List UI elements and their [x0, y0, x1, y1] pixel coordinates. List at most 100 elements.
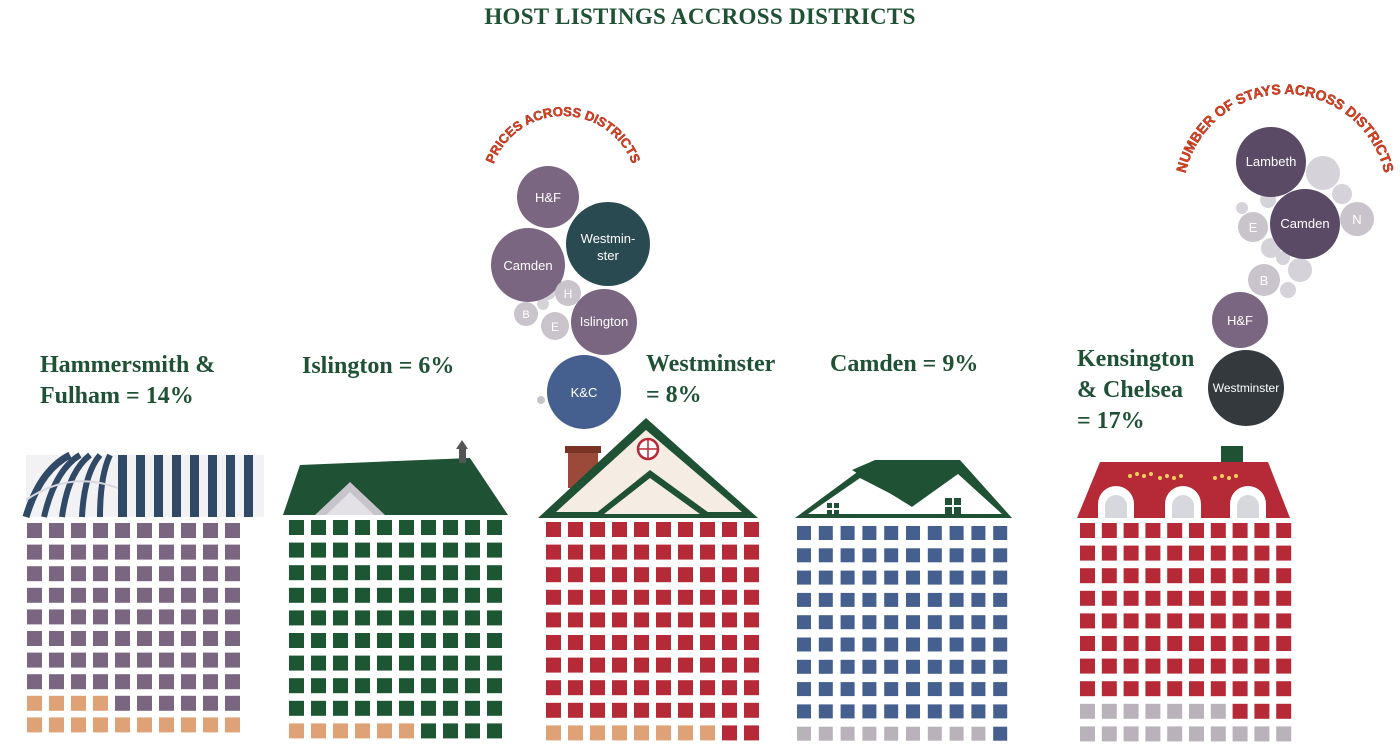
window-unit: [289, 700, 304, 716]
window-unit-highlighted: [333, 723, 348, 739]
window-unit: [993, 637, 1008, 652]
window-unit: [634, 680, 649, 696]
window-unit-highlighted: [884, 726, 899, 741]
window-unit: [1101, 658, 1117, 674]
window-unit: [840, 548, 855, 563]
window-unit: [49, 523, 64, 538]
window-unit: [203, 566, 218, 582]
window-unit: [27, 631, 42, 646]
window-unit: [971, 548, 986, 563]
bubble-e: E: [541, 312, 569, 340]
window-unit: [568, 702, 583, 718]
window-unit: [137, 566, 152, 582]
window-unit-highlighted: [1210, 703, 1226, 719]
window-unit: [1145, 658, 1161, 674]
window-unit-highlighted: [137, 717, 152, 733]
window-unit-highlighted: [1189, 726, 1204, 742]
window-unit: [993, 704, 1008, 719]
window-unit-highlighted: [1145, 726, 1161, 742]
window-unit: [487, 655, 502, 671]
bubble-b: B: [514, 302, 538, 326]
bubble-k-and-c: K&C: [547, 355, 621, 429]
window-unit-highlighted: [49, 717, 64, 733]
window-unit: [656, 702, 671, 718]
window-unit: [333, 565, 348, 581]
window-unit: [289, 565, 304, 581]
window-unit-highlighted: [1123, 703, 1139, 719]
window-unit: [906, 526, 920, 540]
window-unit: [1080, 568, 1095, 584]
window-unit-highlighted: [311, 723, 326, 739]
window-unit: [612, 657, 627, 673]
window-unit: [884, 570, 899, 585]
window-unit: [1210, 523, 1226, 538]
window-unit: [465, 633, 480, 648]
window-unit: [612, 702, 627, 718]
window-unit-highlighted: [225, 717, 240, 733]
window-grid-camden: [797, 526, 1008, 741]
window-unit: [700, 567, 715, 583]
window-unit: [656, 589, 671, 605]
window-unit: [443, 565, 458, 581]
window-unit: [840, 526, 855, 540]
window-unit-highlighted: [818, 726, 833, 741]
window-unit: [884, 592, 899, 607]
window-unit: [906, 592, 920, 607]
window-unit: [744, 635, 759, 650]
window-unit: [333, 587, 348, 603]
label-line: Hammersmith &: [40, 352, 216, 378]
window-unit: [656, 680, 671, 696]
window-unit-highlighted: [1189, 703, 1204, 719]
window-unit: [1101, 568, 1117, 584]
window-unit: [289, 678, 304, 694]
window-unit: [840, 592, 855, 607]
window-unit: [311, 587, 326, 603]
window-unit: [862, 526, 877, 540]
window-unit: [311, 700, 326, 716]
window-unit: [333, 633, 348, 648]
bubble-label: Westminster: [1213, 381, 1279, 395]
window-unit: [546, 657, 561, 673]
window-unit-highlighted: [93, 717, 108, 733]
window-unit: [927, 615, 942, 630]
window-unit: [1276, 523, 1292, 538]
prices-chart-title: PRICES ACROSS DISTRICTS: [483, 104, 644, 166]
window-unit: [1254, 613, 1270, 629]
window-unit: [333, 520, 348, 535]
window-unit: [399, 587, 414, 603]
window-unit: [421, 633, 436, 648]
window-unit: [797, 570, 811, 585]
window-unit: [971, 570, 986, 585]
window-unit: [49, 544, 64, 560]
window-unit: [465, 610, 480, 626]
window-unit: [744, 612, 759, 628]
window-unit: [884, 659, 899, 674]
window-unit: [744, 522, 759, 537]
window-unit: [181, 695, 196, 711]
window-unit: [744, 680, 759, 696]
window-unit: [71, 523, 86, 538]
window-unit: [399, 633, 414, 648]
window-unit: [722, 680, 737, 696]
window-unit: [993, 659, 1008, 674]
window-unit: [27, 609, 42, 625]
window-unit: [289, 520, 304, 535]
window-unit: [225, 566, 240, 582]
window-unit: [1080, 658, 1095, 674]
window-unit: [225, 652, 240, 668]
window-unit: [159, 674, 174, 690]
window-unit: [840, 659, 855, 674]
window-unit: [421, 587, 436, 603]
window-unit: [27, 587, 42, 603]
window-unit: [333, 655, 348, 671]
window-unit: [181, 631, 196, 646]
window-unit: [656, 567, 671, 583]
window-unit: [377, 610, 392, 626]
window-unit: [1123, 545, 1139, 561]
window-unit: [971, 592, 986, 607]
label-line: Islington = 6%: [302, 353, 455, 379]
window-unit: [971, 659, 986, 674]
window-unit: [744, 567, 759, 583]
bubble-small: [537, 298, 549, 310]
